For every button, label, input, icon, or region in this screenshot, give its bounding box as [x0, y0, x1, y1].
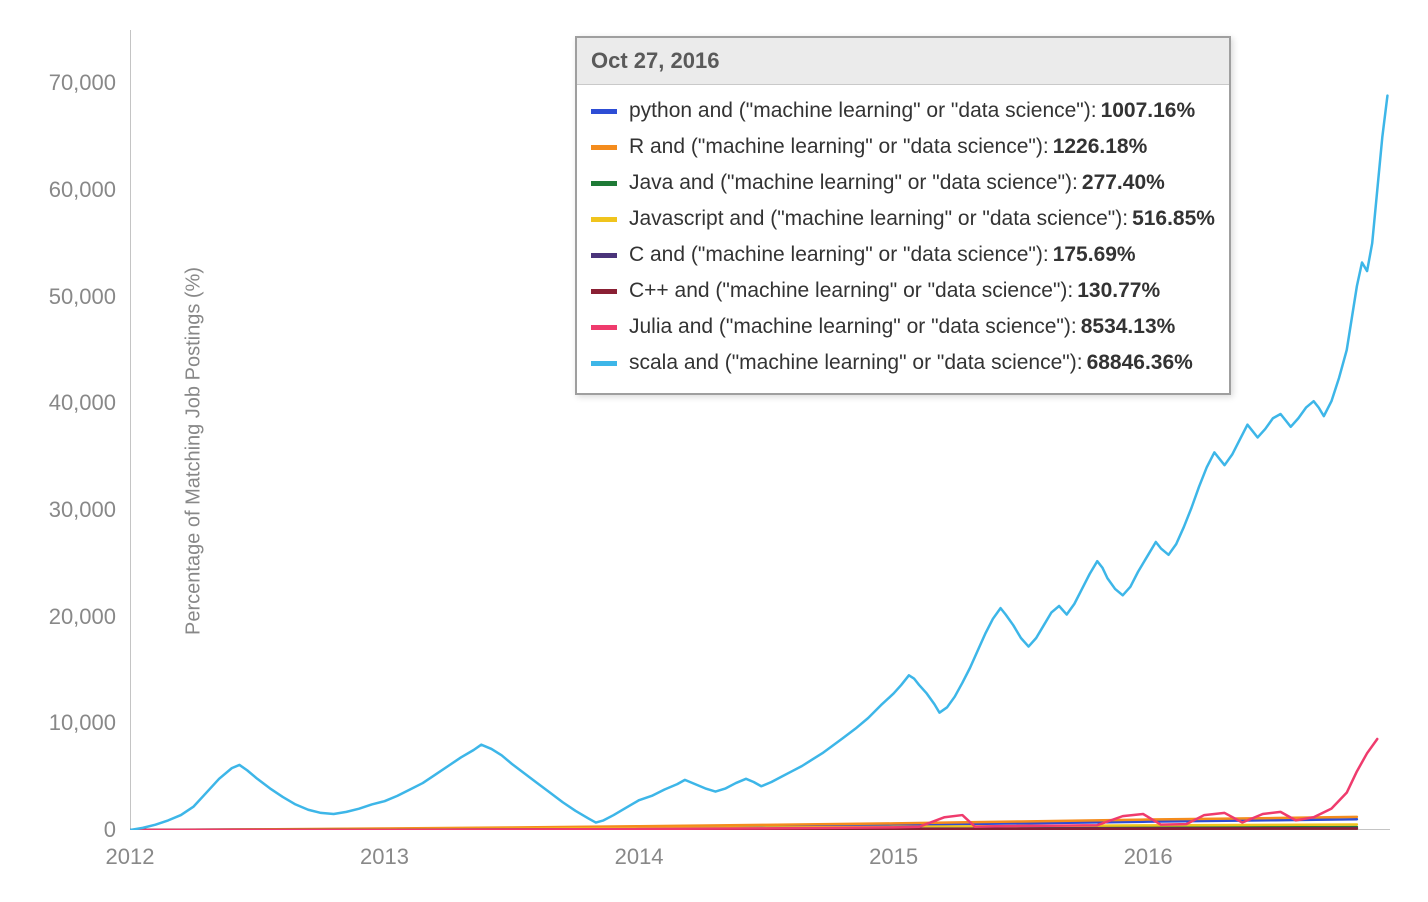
chart-container: Percentage of Matching Job Postings (%) …	[0, 0, 1428, 902]
x-tick-label: 2012	[106, 844, 155, 870]
tooltip-body: python and ("machine learning" or "data …	[577, 85, 1229, 393]
legend-label: R and ("machine learning" or "data scien…	[629, 135, 1049, 159]
legend-value: 1007.16%	[1101, 99, 1196, 123]
legend-value: 277.40%	[1082, 171, 1165, 195]
legend-swatch	[591, 109, 617, 114]
x-tick-label: 2016	[1124, 844, 1173, 870]
legend-swatch	[591, 325, 617, 330]
legend-value: 130.77%	[1077, 279, 1160, 303]
legend-row-r: R and ("machine learning" or "data scien…	[591, 129, 1215, 165]
legend-row-java: Java and ("machine learning" or "data sc…	[591, 165, 1215, 201]
legend-swatch	[591, 253, 617, 258]
legend-row-julia: Julia and ("machine learning" or "data s…	[591, 309, 1215, 345]
legend-label: C and ("machine learning" or "data scien…	[629, 243, 1049, 267]
legend-value: 68846.36%	[1087, 351, 1193, 375]
legend-row-scala: scala and ("machine learning" or "data s…	[591, 345, 1215, 381]
legend-value: 516.85%	[1132, 207, 1215, 231]
legend-swatch	[591, 361, 617, 366]
legend-value: 8534.13%	[1081, 315, 1176, 339]
legend-label: Julia and ("machine learning" or "data s…	[629, 315, 1077, 339]
legend-value: 1226.18%	[1053, 135, 1148, 159]
y-tick-label: 10,000	[49, 710, 116, 736]
x-tick-label: 2015	[869, 844, 918, 870]
tooltip-title: Oct 27, 2016	[577, 38, 1229, 85]
legend-row-python: python and ("machine learning" or "data …	[591, 93, 1215, 129]
y-tick-label: 20,000	[49, 604, 116, 630]
tooltip-box: Oct 27, 2016 python and ("machine learni…	[575, 36, 1231, 395]
y-tick-label: 60,000	[49, 177, 116, 203]
y-tick-label: 70,000	[49, 70, 116, 96]
legend-row-c: C and ("machine learning" or "data scien…	[591, 237, 1215, 273]
legend-value: 175.69%	[1053, 243, 1136, 267]
legend-swatch	[591, 217, 617, 222]
legend-swatch	[591, 181, 617, 186]
y-tick-label: 30,000	[49, 497, 116, 523]
legend-label: Java and ("machine learning" or "data sc…	[629, 171, 1078, 195]
legend-label: scala and ("machine learning" or "data s…	[629, 351, 1083, 375]
x-tick-label: 2013	[360, 844, 409, 870]
legend-label: python and ("machine learning" or "data …	[629, 99, 1097, 123]
legend-row-cpp: C++ and ("machine learning" or "data sci…	[591, 273, 1215, 309]
legend-swatch	[591, 289, 617, 294]
series-julia	[130, 739, 1377, 830]
y-tick-label: 0	[104, 817, 116, 843]
x-tick-label: 2014	[615, 844, 664, 870]
legend-label: C++ and ("machine learning" or "data sci…	[629, 279, 1073, 303]
y-tick-label: 40,000	[49, 390, 116, 416]
y-tick-label: 50,000	[49, 284, 116, 310]
legend-swatch	[591, 145, 617, 150]
legend-row-javascript: Javascript and ("machine learning" or "d…	[591, 201, 1215, 237]
legend-label: Javascript and ("machine learning" or "d…	[629, 207, 1128, 231]
